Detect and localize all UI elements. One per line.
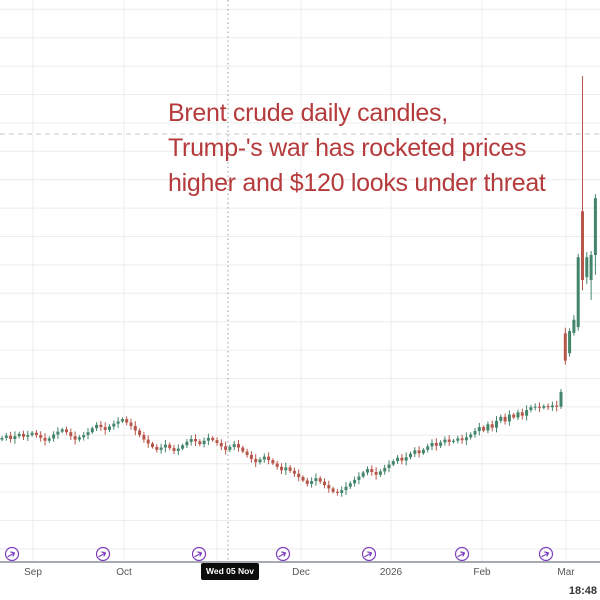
time-axis[interactable]: Sep Oct Dec 2026 Feb Mar: [0, 561, 600, 584]
annotation-line-2: Trump-'s war has rocketed prices: [168, 134, 527, 162]
chart-annotation: Brent crude daily candles, Trump-'s war …: [168, 96, 546, 201]
axis-label-2026: 2026: [379, 567, 403, 578]
timeline-event-icon[interactable]: [95, 546, 111, 561]
timeline-event-icon[interactable]: [361, 546, 377, 561]
candles: [0, 76, 597, 497]
timeline-event-icon[interactable]: [538, 546, 554, 561]
annotation-line-1: Brent crude daily candles,: [168, 99, 448, 127]
timeline-event-icon[interactable]: [275, 546, 291, 561]
clock-time: 18:48: [568, 585, 597, 597]
axis-label-feb: Feb: [473, 567, 491, 578]
axis-label-mar: Mar: [557, 567, 575, 578]
annotation-line-3: higher and $120 looks under threat: [168, 169, 546, 197]
timeline-event-icon[interactable]: [4, 546, 20, 561]
axis-label-oct: Oct: [116, 567, 132, 578]
timeline-event-icons: [4, 546, 554, 561]
date-tooltip: Wed 05 Nov '25: [201, 563, 259, 593]
axis-label-dec: Dec: [292, 567, 310, 578]
timeline-event-icon[interactable]: [454, 546, 470, 561]
candlestick-chart[interactable]: [0, 0, 600, 561]
axis-label-sep: Sep: [24, 567, 42, 578]
gridlines: [0, 0, 600, 561]
timeline-event-icon[interactable]: [191, 546, 207, 561]
